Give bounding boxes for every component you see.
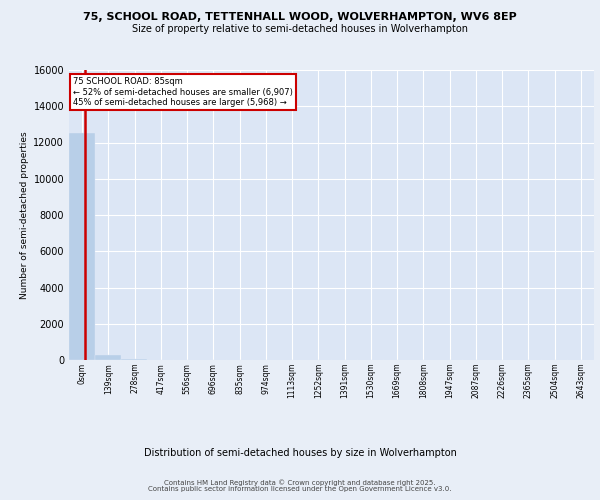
Bar [69, 134, 95, 360]
Text: 75 SCHOOL ROAD: 85sqm
← 52% of semi-detached houses are smaller (6,907)
45% of s: 75 SCHOOL ROAD: 85sqm ← 52% of semi-deta… [73, 77, 293, 107]
Text: Contains HM Land Registry data © Crown copyright and database right 2025.
Contai: Contains HM Land Registry data © Crown c… [148, 479, 452, 492]
Text: Distribution of semi-detached houses by size in Wolverhampton: Distribution of semi-detached houses by … [143, 448, 457, 458]
Text: Size of property relative to semi-detached houses in Wolverhampton: Size of property relative to semi-detach… [132, 24, 468, 34]
Text: 75, SCHOOL ROAD, TETTENHALL WOOD, WOLVERHAMPTON, WV6 8EP: 75, SCHOOL ROAD, TETTENHALL WOOD, WOLVER… [83, 12, 517, 22]
Y-axis label: Number of semi-detached properties: Number of semi-detached properties [20, 131, 29, 299]
Bar [95, 356, 121, 360]
